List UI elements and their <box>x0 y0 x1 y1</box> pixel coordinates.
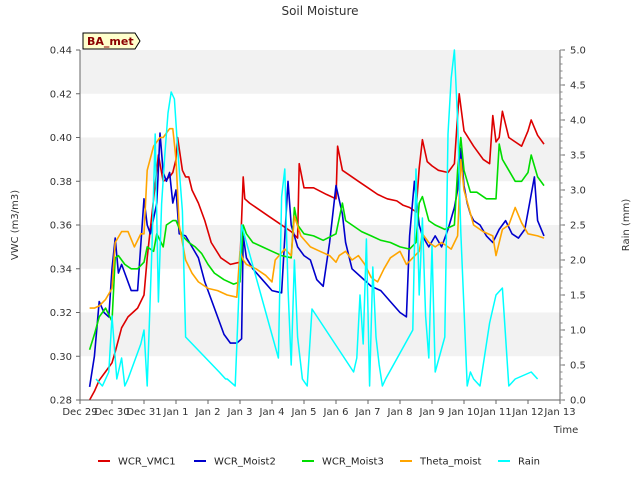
x-tick-label: Jan 6 <box>323 407 349 418</box>
y-tick-label-left: 0.32 <box>50 308 72 319</box>
series-line-rain <box>95 49 539 387</box>
legend-label: WCR_Moist3 <box>322 457 384 468</box>
y-axis-title-right: Rain (mm) <box>621 199 632 252</box>
x-axis-title: Time <box>553 425 578 436</box>
legend-label: WCR_VMC1 <box>118 457 176 468</box>
grid-band <box>80 93 560 138</box>
legend-item-theta-moist: Theta_moist <box>400 457 481 468</box>
x-tick-label: Jan 8 <box>387 407 413 418</box>
x-tick-label: Jan 9 <box>419 407 445 418</box>
y-tick-label-left: 0.34 <box>50 264 72 275</box>
y-tick-label-right: 0.5 <box>570 361 586 372</box>
legend-item-wcr-vmc1: WCR_VMC1 <box>98 457 176 468</box>
y-tick-label-right: 3.5 <box>570 151 586 162</box>
grid-band <box>80 356 560 400</box>
x-tick-label: Jan 5 <box>291 407 317 418</box>
y-tick-label-left: 0.42 <box>50 89 72 100</box>
badge-box <box>82 32 141 50</box>
legend-item-rain: Rain <box>498 457 540 468</box>
x-tick-label: Dec 29 <box>62 407 97 418</box>
y-tick-label-left: 0.30 <box>50 352 72 363</box>
y-tick-label-right: 2.0 <box>570 256 586 267</box>
series-line-theta-moist <box>89 127 545 309</box>
y-tick-label-right: 2.5 <box>570 221 586 232</box>
x-tick-label: Jan 10 <box>447 407 479 418</box>
series-line-wcr-vmc1 <box>88 93 545 401</box>
x-tick-label: Dec 30 <box>94 407 129 418</box>
x-tick-label: Jan 2 <box>195 407 221 418</box>
grid-band <box>80 137 560 182</box>
y-tick-label-right: 0.0 <box>570 396 586 407</box>
x-tick-label: Jan 4 <box>259 407 285 418</box>
y-tick-label-right: 4.5 <box>570 81 586 92</box>
y-tick-label-right: 3.0 <box>570 186 586 197</box>
station-badge: BA_met <box>82 32 141 50</box>
legend-label: WCR_Moist2 <box>214 457 276 468</box>
chart-title: Soil Moisture <box>281 4 358 18</box>
x-tick-label: Jan 13 <box>543 407 575 418</box>
x-tick-label: Jan 1 <box>163 407 189 418</box>
y-tick-label-left: 0.28 <box>50 396 72 407</box>
y-tick-label-left: 0.36 <box>50 221 72 232</box>
x-tick-label: Jan 12 <box>511 407 543 418</box>
y-tick-label-right: 5.0 <box>570 46 586 57</box>
y-tick-label-right: 4.0 <box>570 116 586 127</box>
y-axis-title-left: VWC (m3/m3) <box>10 190 21 260</box>
legend-item-wcr-moist3: WCR_Moist3 <box>302 457 384 468</box>
y-tick-label-left: 0.38 <box>50 177 72 188</box>
y-tick-label-left: 0.44 <box>50 46 72 57</box>
x-tick-label: Dec 31 <box>126 407 161 418</box>
grid-band <box>80 50 560 94</box>
x-tick-label: Jan 7 <box>355 407 381 418</box>
badge-label: BA_met <box>87 35 134 48</box>
legend-item-wcr-moist2: WCR_Moist2 <box>194 457 276 468</box>
x-tick-label: Jan 11 <box>479 407 511 418</box>
series-lines <box>88 49 545 401</box>
legend: WCR_VMC1 WCR_Moist2 WCR_Moist3 Theta_moist R… <box>98 457 540 468</box>
axes <box>76 49 565 404</box>
legend-label: Rain <box>518 457 540 468</box>
legend-label: Theta_moist <box>419 457 481 468</box>
grid-band <box>80 181 560 225</box>
grid-band <box>80 268 560 313</box>
y-tick-label-right: 1.0 <box>570 326 586 337</box>
y-tick-label-left: 0.40 <box>50 133 72 144</box>
y-tick-label-right: 1.5 <box>570 291 586 302</box>
x-tick-label: Jan 3 <box>227 407 253 418</box>
